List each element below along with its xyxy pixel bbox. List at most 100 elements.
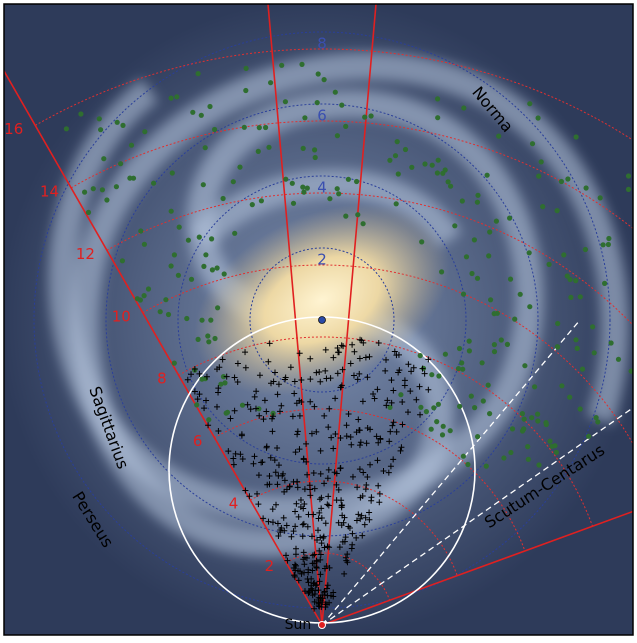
source-cross bbox=[242, 364, 249, 371]
source-dot bbox=[447, 428, 453, 434]
source-dot bbox=[547, 438, 553, 444]
source-cross bbox=[296, 412, 303, 419]
source-dot bbox=[221, 271, 227, 277]
source-cross bbox=[363, 481, 370, 488]
source-cross bbox=[337, 384, 344, 391]
source-cross bbox=[358, 512, 365, 519]
source-dot bbox=[535, 418, 541, 424]
source-dot bbox=[496, 133, 502, 139]
source-cross bbox=[281, 488, 288, 495]
source-cross bbox=[301, 486, 308, 493]
source-cross bbox=[333, 481, 340, 488]
source-cross bbox=[316, 547, 323, 554]
source-dot bbox=[279, 62, 285, 68]
source-cross bbox=[284, 557, 291, 564]
source-cross bbox=[244, 401, 251, 408]
source-dot bbox=[300, 184, 306, 190]
source-dot bbox=[491, 349, 498, 355]
source-dot bbox=[312, 154, 318, 161]
source-dot bbox=[195, 71, 201, 77]
source-cross bbox=[339, 512, 346, 519]
heliocentric-arc bbox=[142, 264, 633, 445]
source-cross bbox=[219, 356, 226, 363]
source-dot bbox=[168, 263, 174, 269]
source-cross bbox=[387, 428, 394, 435]
source-dot bbox=[606, 235, 612, 242]
source-dot bbox=[463, 254, 470, 260]
source-cross bbox=[349, 341, 356, 348]
source-cross bbox=[317, 571, 324, 578]
source-dot bbox=[334, 133, 340, 139]
source-cross bbox=[307, 376, 314, 383]
source-cross bbox=[316, 509, 323, 516]
source-cross bbox=[342, 534, 349, 541]
source-dot bbox=[422, 161, 428, 167]
source-cross bbox=[364, 374, 371, 381]
source-dot bbox=[194, 402, 200, 408]
source-cross bbox=[330, 354, 337, 361]
source-cross bbox=[311, 605, 318, 612]
source-cross bbox=[294, 428, 301, 435]
source-cross bbox=[298, 570, 305, 577]
source-dot bbox=[591, 350, 597, 356]
source-dot bbox=[435, 96, 441, 102]
source-dot bbox=[196, 234, 202, 240]
source-cross bbox=[419, 365, 426, 372]
source-cross bbox=[258, 459, 265, 466]
source-cross bbox=[349, 530, 356, 537]
source-cross bbox=[347, 434, 354, 441]
source-dot bbox=[436, 373, 442, 379]
source-cross bbox=[343, 433, 350, 440]
source-cross bbox=[356, 442, 363, 449]
source-dot bbox=[387, 157, 393, 163]
source-cross bbox=[356, 466, 363, 473]
source-cross bbox=[347, 360, 354, 367]
source-cross bbox=[377, 435, 384, 442]
source-dot bbox=[431, 405, 437, 411]
source-cross bbox=[318, 505, 325, 512]
source-cross bbox=[196, 370, 203, 377]
source-cross bbox=[319, 592, 326, 599]
source-cross bbox=[242, 349, 249, 356]
source-cross bbox=[313, 564, 320, 571]
source-dot bbox=[483, 463, 489, 469]
source-dot bbox=[536, 173, 542, 179]
source-cross bbox=[286, 483, 293, 490]
source-cross bbox=[313, 557, 320, 564]
source-dot bbox=[256, 125, 262, 131]
source-cross bbox=[291, 573, 298, 580]
source-dot bbox=[203, 252, 209, 258]
source-dot bbox=[206, 339, 212, 345]
source-dot bbox=[312, 147, 318, 153]
source-dot bbox=[417, 353, 423, 359]
source-cross bbox=[311, 485, 318, 492]
source-dot bbox=[419, 239, 425, 245]
source-dot bbox=[543, 421, 549, 428]
source-cross bbox=[275, 533, 282, 540]
source-dot bbox=[137, 297, 143, 303]
source-cross bbox=[296, 350, 303, 357]
ring-label: 4 bbox=[317, 179, 327, 197]
source-dot bbox=[104, 197, 110, 203]
source-cross bbox=[276, 408, 283, 415]
source-dot bbox=[479, 360, 485, 366]
source-cross bbox=[317, 556, 324, 563]
source-dot bbox=[263, 124, 269, 131]
source-dot bbox=[355, 212, 361, 218]
source-cross bbox=[275, 462, 282, 469]
source-cross bbox=[288, 533, 295, 540]
galactocentric-ring bbox=[33, 31, 611, 609]
source-dot bbox=[526, 250, 532, 256]
source-dot bbox=[63, 126, 69, 132]
source-cross bbox=[324, 582, 331, 589]
source-cross bbox=[205, 422, 212, 429]
source-cross bbox=[364, 473, 371, 480]
source-cross bbox=[322, 346, 329, 353]
frame bbox=[3, 3, 634, 636]
source-cross bbox=[294, 478, 300, 485]
source-cross bbox=[330, 445, 337, 452]
source-cross bbox=[375, 482, 382, 489]
source-cross bbox=[247, 406, 254, 413]
source-cross bbox=[225, 448, 232, 455]
source-cross bbox=[260, 515, 267, 522]
